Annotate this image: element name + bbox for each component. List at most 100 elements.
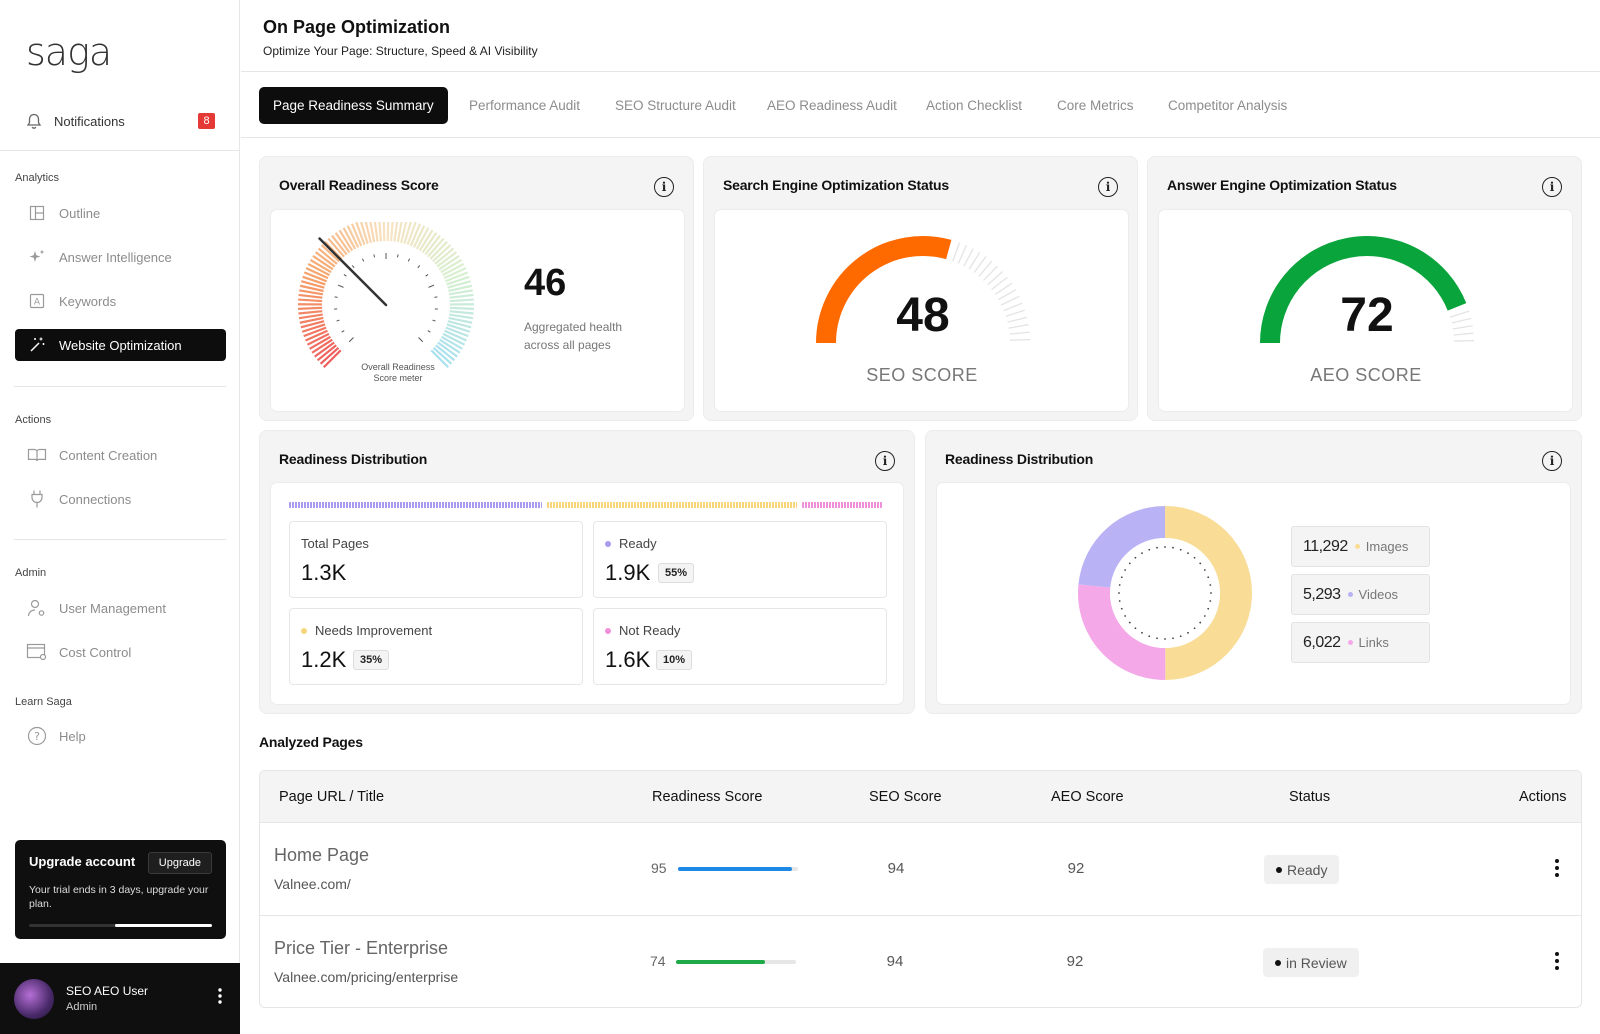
meter-tick [351, 265, 355, 269]
user-role: Admin [66, 1001, 98, 1013]
meter-segment [432, 244, 452, 263]
info-icon[interactable]: i [654, 177, 674, 197]
donut-dot [1148, 635, 1151, 638]
meter-segment [448, 289, 473, 296]
notifications-button[interactable]: Notifications 8 [14, 106, 226, 136]
gauge-tick [952, 242, 961, 262]
sidebar-item-label: Outline [59, 205, 101, 221]
meter-tick [418, 337, 424, 343]
meter-segment [298, 310, 323, 315]
readiness-score-bar-fill [676, 960, 765, 964]
more-vertical-icon[interactable] [1555, 859, 1559, 880]
meter-segment [444, 329, 467, 342]
tab-performance-audit[interactable]: Performance Audit [469, 98, 581, 113]
info-icon[interactable]: i [1098, 177, 1118, 197]
sidebar-item-answer-intelligence[interactable]: Answer Intelligence [15, 241, 226, 273]
tab-page-readiness-summary[interactable]: Page Readiness Summary [259, 87, 448, 124]
meter-segment [386, 222, 390, 242]
donut-slice-videos [1078, 506, 1165, 588]
column-header[interactable]: AEO Score [1051, 789, 1124, 805]
legend-item-videos: 5,293 Videos [1291, 574, 1430, 615]
sidebar-item-outline[interactable]: Outline [15, 197, 226, 229]
meter-segment [316, 344, 337, 362]
column-header[interactable]: SEO Score [869, 789, 942, 805]
sidebar-item-website-optimization[interactable]: Website Optimization [15, 329, 226, 361]
seo-score-gauge [816, 236, 1030, 344]
page-subtitle: Optimize Your Page: Structure, Speed & A… [263, 44, 538, 58]
donut-dot [1172, 546, 1174, 549]
sidebar-item-content-creation[interactable]: Content Creation [15, 439, 226, 471]
column-header[interactable]: Readiness Score [652, 789, 763, 805]
page-title-cell[interactable]: Home Page [274, 845, 370, 865]
donut-dot [1209, 600, 1212, 602]
sidebar-item-label: Connections [59, 491, 132, 507]
gauge-tick [987, 271, 1004, 286]
page-title-cell[interactable]: Price Tier - Enterprise [274, 938, 449, 958]
meter-segment [446, 275, 470, 286]
table-row[interactable]: Price Tier - Enterprise Valnee.com/prici… [260, 916, 1581, 1007]
donut-dot [1187, 631, 1189, 634]
info-icon[interactable]: i [1542, 451, 1562, 471]
saga-logo[interactable]: saga [26, 30, 112, 74]
needs-improvement-stat: Needs Improvement 1.2K 35% [289, 608, 583, 685]
meter-caption-line: Overall Readiness [361, 362, 435, 372]
table-row[interactable]: Home Page Valnee.com/ 95 94 92 Ready [260, 823, 1581, 916]
meter-tick [343, 274, 347, 277]
meter-segment [430, 349, 450, 369]
meter-segment [447, 320, 472, 329]
not-ready-stat: Not Ready 1.6K 10% [593, 608, 887, 685]
donut-dot [1141, 631, 1143, 634]
stat-label: Total Pages [301, 536, 369, 551]
page-url-cell[interactable]: Valnee.com/ [274, 876, 351, 892]
meter-segment [421, 232, 438, 254]
donut-dot [1203, 569, 1206, 571]
gauge-fill [816, 236, 952, 344]
more-vertical-icon[interactable] [1555, 952, 1559, 973]
stat-label-text: Needs Improvement [315, 623, 433, 638]
card-title: Readiness Distribution [945, 451, 1094, 467]
sidebar-item-cost-control[interactable]: Cost Control [15, 636, 226, 668]
gauge-tick [963, 248, 974, 267]
overall-readiness-description: Aggregated health across all pages [524, 320, 623, 352]
overall-readiness-value: 46 [524, 262, 567, 304]
magic-wand-icon [15, 336, 59, 354]
readiness-score-value: 74 [650, 953, 666, 969]
tab-core-metrics[interactable]: Core Metrics [1057, 98, 1134, 113]
seo-score-cell: 94 [886, 953, 904, 970]
tab-action-checklist[interactable]: Action Checklist [926, 98, 1023, 113]
info-icon[interactable]: i [1542, 177, 1562, 197]
sidebar-item-keywords[interactable]: A Keywords [15, 285, 226, 317]
readiness-score-bar [676, 960, 796, 964]
sidebar-item-user-management[interactable]: User Management [15, 592, 226, 624]
upgrade-button[interactable]: Upgrade [147, 852, 212, 874]
more-vertical-icon[interactable] [218, 988, 222, 1007]
tab-aeo-readiness-audit[interactable]: AEO Readiness Audit [767, 98, 897, 113]
meter-segment [445, 271, 469, 283]
tab-seo-structure-audit[interactable]: SEO Structure Audit [615, 98, 736, 113]
content-distribution-card: Readiness Distribution i 11,292 Images 5… [925, 430, 1582, 714]
info-icon[interactable]: i [875, 451, 895, 471]
gauge-tick [994, 282, 1013, 296]
column-header[interactable]: Status [1289, 789, 1331, 805]
card-title: Answer Engine Optimization Status [1167, 177, 1397, 193]
tab-competitor-analysis[interactable]: Competitor Analysis [1168, 98, 1288, 113]
stat-value: 1.2K [301, 647, 347, 672]
sidebar-item-connections[interactable]: Connections [15, 483, 226, 515]
donut-dot [1120, 607, 1123, 610]
page-url-cell[interactable]: Valnee.com/pricing/enterprise [274, 969, 459, 985]
seo-score-label: SEO SCORE [866, 365, 978, 385]
meter-tick [432, 319, 436, 322]
sidebar-item-help[interactable]: ? Help [15, 720, 226, 752]
donut-dot [1164, 546, 1166, 548]
sidebar-item-label: Answer Intelligence [59, 249, 172, 265]
meter-segment [389, 222, 394, 242]
column-header[interactable]: Page URL / Title [279, 789, 385, 805]
meter-segment [418, 229, 434, 252]
keyword-icon: A [15, 293, 59, 309]
user-profile[interactable]: SEO AEO User Admin [0, 963, 240, 1034]
aeo-status-body: 72 AEO SCORE [1158, 209, 1573, 412]
status-dot [1275, 959, 1281, 966]
meter-segment [298, 306, 323, 310]
meter-needle [318, 237, 388, 307]
stat-label: Not Ready [605, 623, 680, 638]
